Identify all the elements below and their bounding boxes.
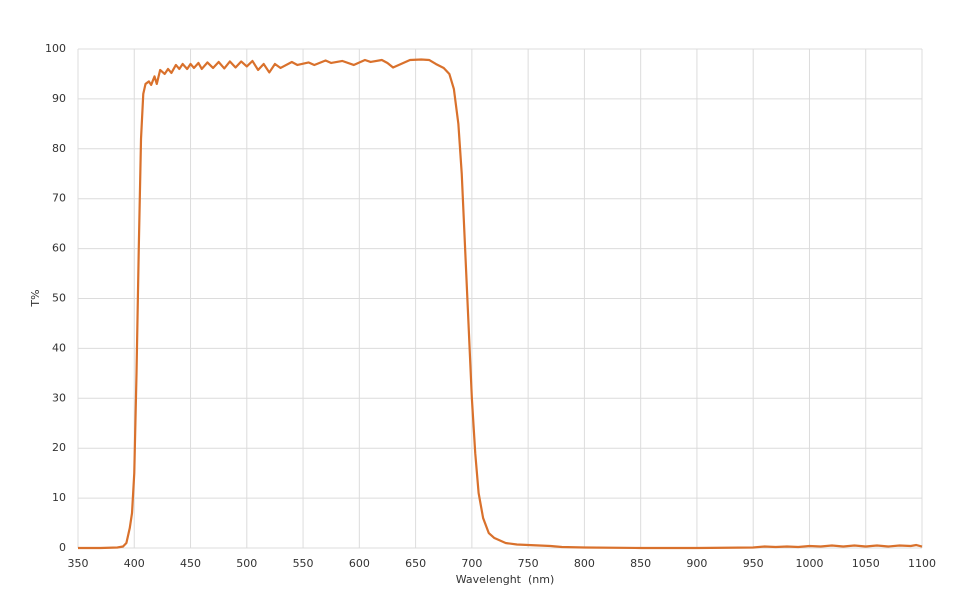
x-tick-label: 800 (574, 557, 595, 570)
x-tick-label: 650 (405, 557, 426, 570)
y-tick-label: 0 (59, 541, 66, 554)
x-tick-label: 600 (349, 557, 370, 570)
y-tick-label: 60 (52, 242, 66, 255)
y-tick-label: 100 (45, 42, 66, 55)
y-tick-label: 10 (52, 491, 66, 504)
y-tick-label: 70 (52, 192, 66, 205)
x-tick-label: 350 (68, 557, 89, 570)
y-tick-label: 90 (52, 92, 66, 105)
x-tick-label: 700 (461, 557, 482, 570)
x-tick-label: 900 (686, 557, 707, 570)
x-tick-label: 1100 (908, 557, 936, 570)
x-tick-label: 950 (743, 557, 764, 570)
y-tick-label: 40 (52, 341, 66, 354)
x-tick-label: 500 (236, 557, 257, 570)
x-axis-label: Wavelenght (nm) (456, 573, 555, 586)
data-line (78, 58, 923, 550)
y-tick-label: 50 (52, 292, 66, 305)
y-tick-label: 20 (52, 441, 66, 454)
x-tick-label: 550 (293, 557, 314, 570)
y-tick-label: 30 (52, 391, 66, 404)
x-tick-label: 850 (630, 557, 651, 570)
y-axis-label: T% (29, 289, 42, 307)
x-tick-label: 1050 (852, 557, 880, 570)
x-tick-label: 750 (518, 557, 539, 570)
y-tick-label: 80 (52, 142, 66, 155)
x-tick-label: 400 (124, 557, 145, 570)
x-tick-label: 450 (180, 557, 201, 570)
x-tick-label: 1000 (795, 557, 823, 570)
